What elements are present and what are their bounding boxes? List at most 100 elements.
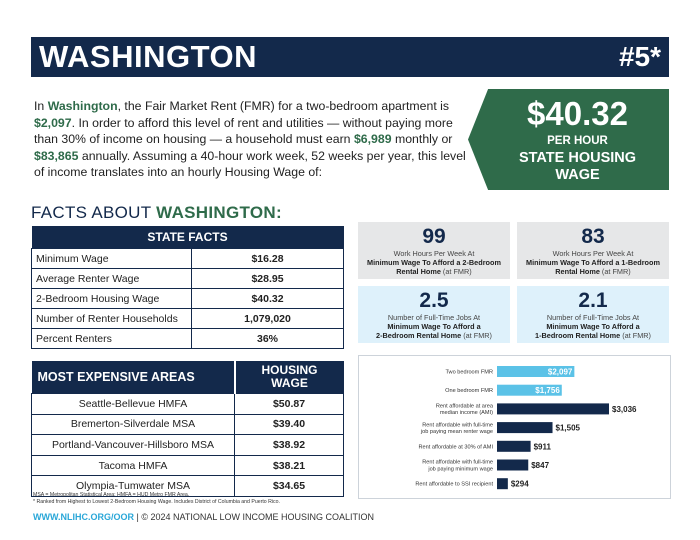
chart-category-label: One bedroom FMR — [445, 388, 493, 394]
area-wage: $39.40 — [234, 413, 344, 436]
intro-fmr: $2,097 — [34, 115, 72, 130]
stat-text-bold: Rental Home — [396, 267, 441, 276]
chart-value-label: $1,756 — [535, 386, 560, 395]
stat-text-bold: Minimum Wage To Afford a 1-Bedroom — [526, 258, 660, 267]
area-name: Olympia-Tumwater MSA — [31, 475, 235, 497]
table-row: Number of Renter Households 1,079,020 — [31, 308, 344, 329]
state-rank: #5* — [618, 41, 661, 72]
fact-label: Minimum Wage — [31, 248, 192, 269]
fact-value: 36% — [191, 328, 344, 349]
table-row: Percent Renters 36% — [31, 328, 344, 349]
chart-bar — [497, 403, 609, 415]
areas-col-wage: HOUSING WAGE — [233, 361, 344, 394]
title-bar: WASHINGTON #5* — [31, 37, 669, 77]
intro-text-1: In — [34, 99, 48, 113]
fact-value: $28.95 — [191, 268, 344, 289]
table-row: Bremerton-Silverdale MSA $39.40 — [31, 413, 344, 436]
chart-bar — [497, 478, 508, 490]
stat-box-hours-2br: 99 Work Hours Per Week At Minimum Wage T… — [358, 222, 510, 279]
stat-text: (at FMR) — [620, 331, 651, 340]
table-row: Seattle-Bellevue HMFA $50.87 — [31, 393, 344, 415]
intro-state: Washington — [47, 99, 118, 113]
chart-category-label: Rent affordable with full-time job paying… — [422, 460, 493, 473]
chart-value-label: $911 — [534, 442, 552, 451]
footer-separator: | — [134, 512, 142, 522]
chart-category-label: Rent affordable at area median income (AM… — [436, 404, 494, 417]
table-row: Average Renter Wage $28.95 — [31, 268, 344, 289]
stat-box-jobs-2br: 2.5 Number of Full-Time Jobs At Minimum … — [358, 286, 510, 343]
fact-label: 2-Bedroom Housing Wage — [31, 288, 192, 309]
stat-text: Number of Full-Time Jobs At — [546, 313, 640, 322]
area-wage: $34.65 — [234, 475, 344, 497]
footer: WWW.NLIHC.ORG/OOR | © 2024 NATIONAL LOW … — [33, 512, 374, 522]
intro-text-2: , the Fair Market Rent (FMR) for a two-b… — [117, 99, 450, 113]
intro-text-5: annually. Assuming a 40-hour work week, … — [34, 148, 466, 180]
stat-number: 83 — [581, 225, 605, 248]
stat-text: (at FMR) — [461, 331, 492, 340]
stat-number: 2.1 — [578, 289, 608, 312]
area-name: Bremerton-Silverdale MSA — [31, 413, 235, 436]
intro-text-3: . In order to afford this level of rent … — [34, 115, 453, 147]
footer-copyright: © 2024 NATIONAL LOW INCOME HOUSING COALI… — [141, 512, 375, 522]
stat-text: Number of Full-Time Jobs At — [387, 313, 481, 322]
intro-paragraph: In Washington, the Fair Market Rent (FMR… — [34, 98, 479, 181]
area-name: Seattle-Bellevue HMFA — [31, 393, 235, 415]
stat-text-bold: Minimum Wage To Afford a — [546, 322, 640, 331]
stat-text-bold: Minimum Wage To Afford a 2-Bedroom — [367, 258, 501, 267]
chart-value-label: $2,097 — [548, 368, 573, 377]
stat-text: (at FMR) — [440, 267, 472, 276]
stat-number: 99 — [422, 225, 446, 248]
table-row: Tacoma HMFA $38.21 — [31, 454, 344, 477]
chart-bar — [497, 366, 575, 377]
stat-box-hours-1br: 83 Work Hours Per Week At Minimum Wage T… — [517, 222, 669, 279]
fact-value: 1,079,020 — [191, 308, 344, 329]
chart-value-label: $294 — [511, 480, 529, 489]
chart-category-label: Rent affordable to SSI recipient — [415, 482, 493, 488]
stat-text-bold: 2-Bedroom Rental Home — [376, 331, 462, 340]
area-name: Tacoma HMFA — [31, 454, 235, 477]
expensive-areas-table: MOST EXPENSIVE AREAS HOUSING WAGE Seattl… — [31, 361, 344, 497]
chart-svg: Two bedroom FMR $2,097 One bedroom FMR $1,7… — [415, 366, 637, 490]
area-wage: $38.21 — [234, 454, 344, 477]
facts-heading-prefix: FACTS ABOUT — [31, 203, 157, 222]
fact-label: Percent Renters — [31, 328, 192, 349]
stat-box-jobs-1br: 2.1 Number of Full-Time Jobs At Minimum … — [517, 286, 669, 343]
table-row: Portland-Vancouver-Hillsboro MSA $38.92 — [31, 434, 344, 456]
chart-value-label: $847 — [531, 461, 549, 470]
footnote: MSA = Metropolitan Statistical Area; HMF… — [33, 492, 280, 505]
housing-wage-per: PER HOUR — [547, 135, 608, 147]
fact-label: Average Renter Wage — [31, 268, 192, 289]
housing-wage-badge: $40.32 PER HOUR STATE HOUSING WAGE — [468, 89, 669, 190]
chart-category-label: Rent affordable with full-time job paying… — [420, 422, 493, 435]
stat-text-bold: Minimum Wage To Afford a — [387, 322, 481, 331]
state-facts-title: STATE FACTS — [31, 226, 344, 249]
table-row: 2-Bedroom Housing Wage $40.32 — [31, 288, 344, 309]
intro-text-4: monthly or — [391, 132, 453, 146]
intro-monthly: $6,989 — [353, 132, 392, 146]
rent-affordability-chart: Two bedroom FMR $2,097 One bedroom FMR $1,7… — [358, 355, 671, 499]
area-name: Portland-Vancouver-Hillsboro MSA — [31, 434, 235, 456]
areas-col-wage-1: HOUSING — [261, 363, 318, 377]
chart-category-label: Rent affordable at 30% of AMI — [418, 444, 493, 450]
area-wage: $50.87 — [234, 393, 344, 415]
footnote-line: * Ranked from Highest to Lowest 2-Bedroo… — [33, 498, 280, 505]
fact-value: $16.28 — [191, 248, 344, 269]
stat-text: Work Hours Per Week At — [393, 249, 475, 258]
chart-value-label: $3,036 — [612, 405, 637, 414]
chart-bar — [497, 384, 562, 396]
chart-bar — [497, 440, 531, 452]
oor-link[interactable]: WWW.NLIHC.ORG/OOR — [33, 512, 134, 522]
chart-category-label: Two bedroom FMR — [445, 370, 493, 376]
state-title: WASHINGTON — [39, 39, 257, 74]
footnote-line: MSA = Metropolitan Statistical Area; HMF… — [33, 492, 190, 498]
table-row: Minimum Wage $16.28 — [31, 248, 344, 269]
intro-annual: $83,865 — [34, 148, 79, 163]
state-facts-table: STATE FACTS Minimum Wage $16.28 Average R… — [31, 226, 344, 349]
table-row: Olympia-Tumwater MSA $34.65 — [31, 475, 344, 497]
area-wage: $38.92 — [234, 434, 344, 456]
stat-text-bold: Rental Home — [555, 267, 600, 276]
chart-bar — [497, 459, 529, 471]
stat-number: 2.5 — [419, 289, 449, 312]
housing-wage-label-2: WAGE — [555, 167, 600, 183]
housing-wage-label-1: STATE HOUSING — [518, 150, 637, 166]
